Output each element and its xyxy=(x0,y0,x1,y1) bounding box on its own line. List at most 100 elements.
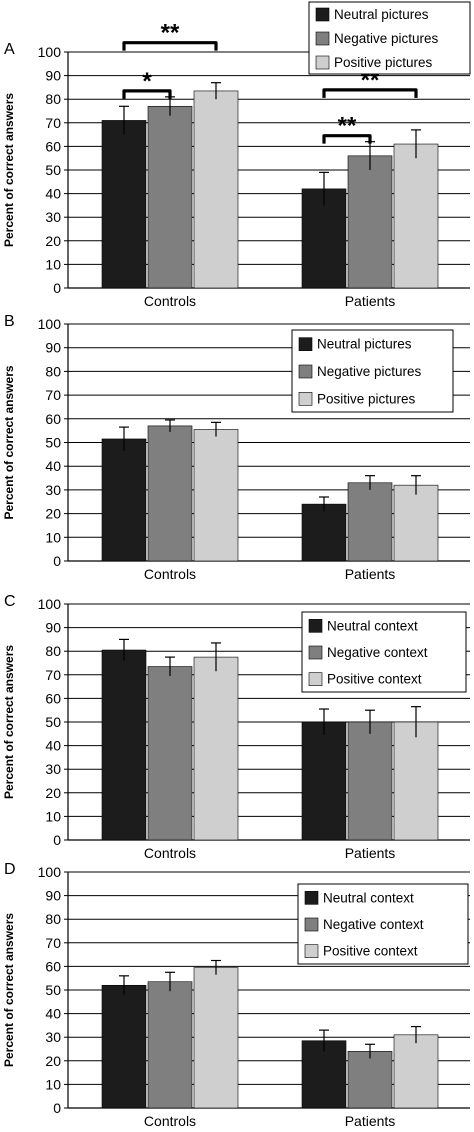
y-tick-label: 0 xyxy=(53,832,61,848)
x-tick-label: Controls xyxy=(144,1113,196,1129)
y-tick-label: 0 xyxy=(53,280,61,296)
y-tick-label: 80 xyxy=(45,363,61,379)
y-tick-label: 20 xyxy=(45,1053,61,1069)
bar xyxy=(347,1051,393,1109)
y-tick-label: 30 xyxy=(45,209,61,225)
panel-label: C xyxy=(4,593,16,610)
legend-label: Positive pictures xyxy=(317,391,416,406)
y-tick-label: 100 xyxy=(38,316,62,332)
legend-label: Positive pictures xyxy=(334,55,433,70)
y-tick-label: 40 xyxy=(45,738,61,754)
legend: Neutral context Negative context Positive … xyxy=(297,883,469,965)
x-tick-label: Patients xyxy=(345,845,396,861)
y-tick-label: 40 xyxy=(45,186,61,202)
y-tick-label: 30 xyxy=(45,482,61,498)
x-tick-label: Controls xyxy=(144,566,196,582)
legend-label: Negative pictures xyxy=(334,31,439,46)
bar xyxy=(147,425,193,562)
y-tick-label: 70 xyxy=(45,115,61,131)
bar xyxy=(347,482,393,562)
y-tick-label: 100 xyxy=(38,44,62,60)
y-tick-label: 70 xyxy=(45,667,61,683)
y-tick-label: 90 xyxy=(45,888,61,904)
legend-label: Neutral pictures xyxy=(317,337,412,352)
y-tick-label: 0 xyxy=(53,553,61,569)
legend-label: Neutral context xyxy=(323,890,414,905)
bar xyxy=(193,656,239,841)
bar xyxy=(393,1034,439,1109)
bracket-line xyxy=(122,89,172,99)
bar xyxy=(301,503,347,562)
legend-swatch xyxy=(315,7,330,22)
y-tick-label: 30 xyxy=(45,761,61,777)
legend-swatch xyxy=(315,31,330,46)
legend-swatch xyxy=(298,392,313,406)
y-tick-label: 10 xyxy=(45,256,61,272)
y-tick-label: 100 xyxy=(38,596,62,612)
legend-swatch xyxy=(304,944,319,958)
y-tick-label: 0 xyxy=(53,1100,61,1116)
bar xyxy=(147,981,193,1109)
y-tick-label: 50 xyxy=(45,714,61,730)
significance-bracket: ** xyxy=(322,113,372,144)
y-tick-label: 70 xyxy=(45,387,61,403)
y-tick-label: 90 xyxy=(45,340,61,356)
legend-label: Neutral pictures xyxy=(334,7,429,22)
legend-box xyxy=(291,329,454,413)
bar xyxy=(147,105,193,289)
y-tick-label: 60 xyxy=(45,690,61,706)
y-tick-label: 20 xyxy=(45,233,61,249)
bar xyxy=(393,484,439,562)
bar xyxy=(347,155,393,289)
legend-label: Neutral context xyxy=(327,618,418,633)
bracket-line xyxy=(322,88,418,98)
bar xyxy=(147,666,193,841)
significance-bracket: * xyxy=(122,68,172,99)
bracket-line xyxy=(122,41,218,51)
y-axis-title: Percent of correct answers xyxy=(2,645,16,799)
bar xyxy=(393,143,439,289)
legend-swatch xyxy=(308,645,323,660)
y-tick-label: 40 xyxy=(45,458,61,474)
chart-panel-B: B Percent of correct answers 0 10 20 30 40 50 60… xyxy=(2,313,470,582)
panel-label: A xyxy=(4,41,15,58)
bar xyxy=(347,721,393,841)
y-tick-label: 80 xyxy=(45,91,61,107)
legend-label: Negative pictures xyxy=(317,364,422,379)
legend-box xyxy=(308,1,471,75)
legend-label: Negative context xyxy=(327,645,428,660)
legend-swatch xyxy=(304,891,319,905)
bracket-line xyxy=(322,134,372,144)
y-tick-label: 60 xyxy=(45,411,61,427)
y-tick-label: 80 xyxy=(45,911,61,927)
y-tick-label: 90 xyxy=(45,620,61,636)
bar xyxy=(301,188,347,289)
legend-label: Positive context xyxy=(323,944,418,959)
legend-label: Positive context xyxy=(327,672,422,687)
y-axis-title: Percent of correct answers xyxy=(2,93,16,247)
y-tick-label: 10 xyxy=(45,808,61,824)
legend-swatch xyxy=(298,337,313,351)
y-tick-label: 50 xyxy=(45,982,61,998)
y-tick-label: 50 xyxy=(45,162,61,178)
chart-panel-C: C Percent of correct answers 0 10 20 30 40 50 60… xyxy=(2,593,470,861)
bar xyxy=(393,721,439,841)
legend-swatch xyxy=(315,55,330,70)
significance-stars: ** xyxy=(338,113,357,140)
legend-box xyxy=(301,611,467,693)
legend-swatch xyxy=(298,364,313,379)
bar xyxy=(193,967,239,1109)
y-tick-label: 30 xyxy=(45,1029,61,1045)
significance-stars: * xyxy=(142,68,152,95)
panel-label: D xyxy=(4,861,16,878)
chart-panel-D: D Percent of correct answers 0 10 20 30 40 50 60… xyxy=(2,861,470,1129)
significance-bracket: ** xyxy=(122,20,218,51)
y-tick-label: 90 xyxy=(45,68,61,84)
legend-swatch xyxy=(308,672,323,686)
y-tick-label: 100 xyxy=(38,864,62,880)
y-tick-label: 40 xyxy=(45,1006,61,1022)
legend: Neutral pictures Negative pictures Positiv… xyxy=(291,329,454,413)
significance-stars: ** xyxy=(161,20,180,47)
legend-swatch xyxy=(304,917,319,932)
